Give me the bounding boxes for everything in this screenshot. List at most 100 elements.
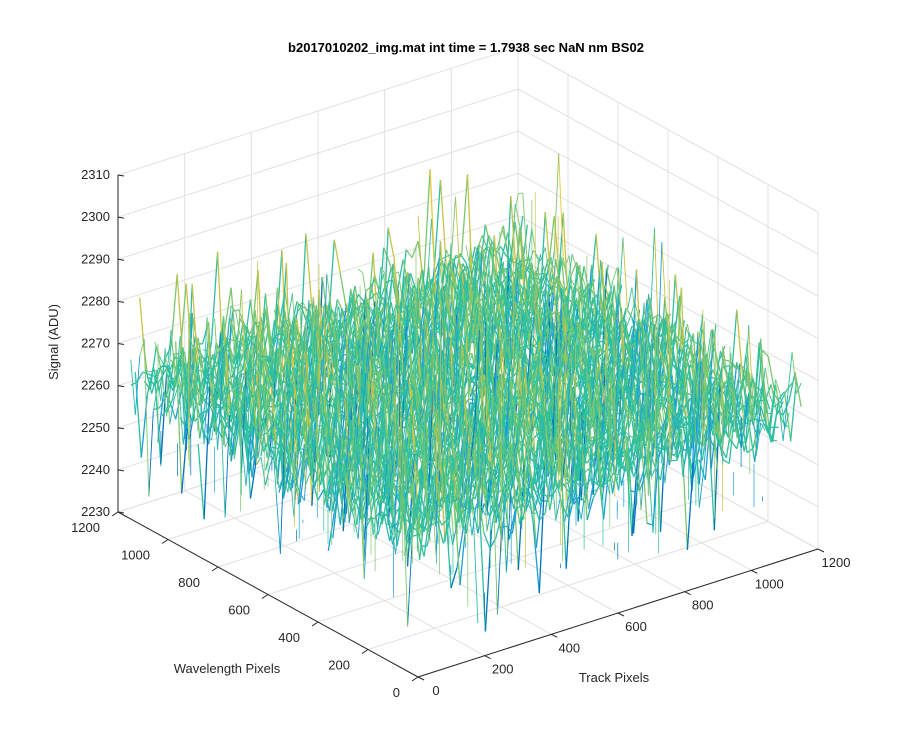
surface-segment bbox=[384, 503, 391, 530]
surface-segment bbox=[605, 268, 614, 298]
surface-segment bbox=[757, 379, 765, 415]
surface-segment bbox=[258, 309, 267, 369]
surface-segment bbox=[166, 329, 172, 377]
surface-segment bbox=[288, 462, 295, 517]
surface-segment bbox=[235, 311, 241, 336]
surface-segment bbox=[321, 374, 329, 445]
surface-segment bbox=[130, 359, 136, 416]
surface-segment bbox=[758, 342, 766, 422]
surface-segment bbox=[306, 415, 314, 423]
surface-segment bbox=[490, 505, 497, 519]
surface-segment bbox=[359, 434, 365, 444]
surface-segment bbox=[532, 524, 540, 594]
surface-segment bbox=[271, 446, 278, 449]
surface-segment bbox=[531, 334, 539, 345]
surface-segment bbox=[212, 368, 219, 450]
surface-segment bbox=[299, 425, 307, 451]
surface-segment bbox=[173, 384, 180, 399]
surface-segment bbox=[248, 452, 256, 466]
surface-segment bbox=[275, 333, 281, 337]
surface-segment bbox=[375, 501, 382, 540]
surface-segment bbox=[414, 444, 421, 488]
surface-segment bbox=[414, 453, 420, 457]
surface-segment bbox=[280, 344, 286, 349]
surface-segment bbox=[522, 447, 528, 484]
surface-segment bbox=[390, 407, 397, 478]
surface-segment bbox=[327, 239, 335, 325]
surface-segment bbox=[229, 381, 235, 388]
surface-segment bbox=[664, 382, 672, 406]
surface-segment bbox=[256, 456, 262, 466]
surface-segment bbox=[778, 391, 786, 400]
surface-segment bbox=[284, 320, 290, 373]
surface-segment bbox=[580, 360, 588, 370]
surface-segment bbox=[253, 385, 259, 398]
surface-segment bbox=[303, 383, 310, 400]
surface-segment bbox=[218, 347, 225, 387]
surface-segment bbox=[262, 327, 268, 373]
surface-segment bbox=[538, 512, 546, 521]
surface-segment bbox=[477, 457, 483, 510]
surface-segment bbox=[254, 394, 260, 416]
surface-segment bbox=[423, 448, 430, 542]
surface-segment bbox=[377, 405, 385, 416]
surface-segment bbox=[152, 384, 159, 412]
surface-segment bbox=[311, 453, 319, 474]
surface-segment bbox=[480, 477, 488, 510]
surface-segment bbox=[232, 352, 238, 390]
surface-segment bbox=[317, 359, 323, 419]
surface-segment bbox=[181, 424, 189, 494]
surface-segment bbox=[365, 453, 371, 505]
surface-segment bbox=[387, 227, 395, 259]
surface-segment bbox=[525, 345, 533, 353]
surface-segment bbox=[598, 427, 606, 464]
surface-segment bbox=[422, 456, 428, 514]
surface-segment bbox=[484, 426, 491, 481]
surface-segment bbox=[281, 329, 289, 341]
surface-segment bbox=[311, 458, 317, 460]
surface-segment bbox=[262, 380, 268, 427]
surface-segment bbox=[166, 398, 174, 414]
surface-segment bbox=[789, 378, 798, 442]
surface-segment bbox=[523, 477, 530, 506]
surface-segment bbox=[444, 254, 452, 258]
surface-segment bbox=[222, 325, 231, 414]
surface-segment bbox=[309, 386, 316, 421]
surface-segment bbox=[241, 437, 247, 487]
surface-segment bbox=[450, 396, 456, 495]
surface-segment bbox=[337, 328, 344, 333]
surface-segment bbox=[538, 341, 546, 427]
surface-segment bbox=[284, 472, 292, 491]
surface-segment bbox=[309, 437, 317, 476]
surface-segment bbox=[318, 406, 325, 457]
surface-segment bbox=[285, 360, 292, 389]
surface-segment bbox=[534, 490, 542, 507]
surface-segment bbox=[577, 316, 585, 331]
surface-segment bbox=[303, 340, 310, 369]
surface-segment bbox=[271, 378, 277, 422]
surface-segment bbox=[579, 372, 587, 396]
surface-segment bbox=[371, 318, 379, 355]
surface-segment bbox=[761, 349, 769, 357]
surface-segment bbox=[571, 354, 579, 363]
surface-segment bbox=[284, 344, 290, 375]
surface-segment bbox=[263, 355, 269, 359]
surface-segment bbox=[320, 386, 326, 423]
surface-segment bbox=[625, 451, 633, 536]
surface-segment bbox=[170, 329, 177, 388]
surface-segment bbox=[483, 468, 489, 502]
surface-segment bbox=[483, 422, 491, 443]
surface-segment bbox=[157, 391, 165, 442]
surface-segment bbox=[326, 473, 332, 482]
surface-segment bbox=[462, 343, 470, 350]
surface-segment bbox=[279, 320, 286, 335]
surface-segment bbox=[278, 349, 284, 359]
surface-segment bbox=[260, 358, 266, 366]
surface-segment bbox=[392, 404, 398, 423]
surface-segment bbox=[211, 379, 219, 392]
surface-segment bbox=[571, 415, 579, 522]
surface-segment bbox=[181, 350, 187, 409]
surface-segment bbox=[469, 474, 476, 490]
surface-segment bbox=[632, 459, 641, 492]
surface-segment bbox=[450, 567, 458, 589]
